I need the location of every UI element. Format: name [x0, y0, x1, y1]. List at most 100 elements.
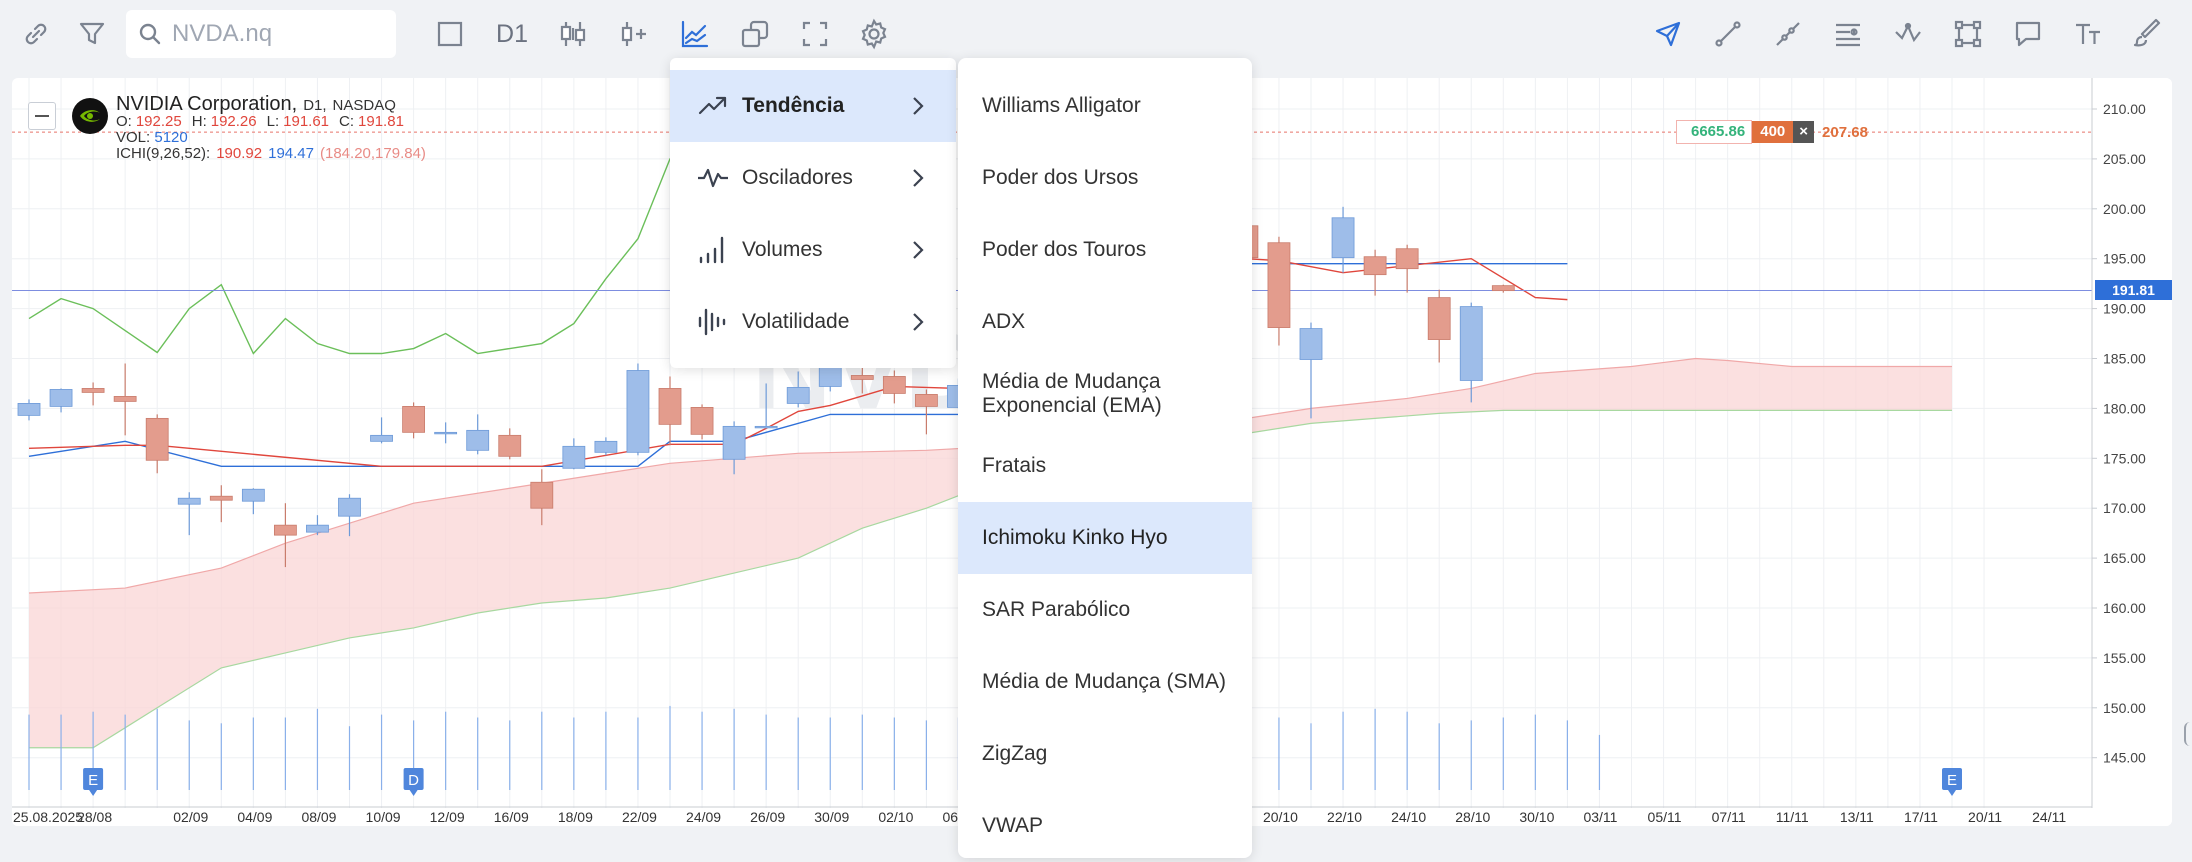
category-volumes[interactable]: Volumes: [670, 214, 956, 286]
collapse-legend-button[interactable]: [28, 102, 56, 130]
indicator-label: Poder dos Touros: [982, 238, 1147, 261]
x-axis-label: 24/11: [2032, 809, 2066, 825]
indicator-label: Média de Mudança Exponencial (EMA): [982, 370, 1162, 417]
compare-icon[interactable]: [735, 14, 775, 54]
indicator-ema[interactable]: Média de Mudança Exponencial (EMA): [958, 358, 1252, 430]
link-icon[interactable]: [16, 14, 56, 54]
candle: [1427, 289, 1451, 363]
category-volatility-label: Volatilidade: [742, 310, 850, 333]
candle: [1395, 244, 1419, 293]
candle-body: [402, 406, 426, 433]
candle-body: [306, 524, 329, 533]
trend-up-icon: [698, 96, 727, 115]
candle: [1331, 206, 1355, 273]
low-label: L:: [266, 113, 280, 130]
indicator-parabolic-sar[interactable]: SAR Parabólico: [958, 574, 1252, 646]
event-marker-label: E: [88, 772, 98, 789]
ohlc-row: O: 192.25 H: 192.26 L: 191.61 C: 191.81: [116, 114, 426, 130]
candle-body: [177, 497, 201, 505]
candle-body: [1459, 306, 1483, 381]
candle-body: [113, 396, 137, 402]
close-trade-button[interactable]: ×: [1793, 121, 1815, 143]
candle-body: [1267, 242, 1291, 328]
candle-body: [338, 497, 361, 517]
indicator-ichimoku[interactable]: Ichimoku Kinko Hyo: [958, 502, 1252, 574]
indicator-label: Média de Mudança (SMA): [982, 670, 1226, 693]
y-axis-label: 190.00: [2103, 301, 2146, 317]
trend-line-icon[interactable]: [1708, 14, 1748, 54]
category-trend[interactable]: Tendência: [670, 70, 956, 142]
y-axis-background: [2092, 78, 2172, 826]
volume-bars-icon: [699, 236, 724, 264]
timeframe-button[interactable]: D1: [490, 14, 534, 54]
candle: [434, 422, 458, 444]
candle-body: [658, 388, 682, 425]
x-axis-label: 16/09: [494, 809, 529, 825]
trade-quantity[interactable]: 400: [1752, 121, 1794, 143]
y-axis-label: 170.00: [2103, 500, 2146, 516]
rectangle-icon[interactable]: [1948, 14, 1988, 54]
symbol-search[interactable]: [126, 10, 396, 58]
y-axis-label: 210.00: [2103, 101, 2146, 117]
y-axis-label: 205.00: [2103, 151, 2146, 167]
x-axis-label: 11/11: [1776, 809, 1809, 825]
candle-body: [49, 389, 73, 407]
scrollbar-handle[interactable]: [2184, 722, 2192, 746]
y-axis-label: 160.00: [2103, 600, 2146, 616]
x-axis-label: 24/10: [1391, 809, 1426, 825]
indicator-bulls-power[interactable]: Poder dos Touros: [958, 214, 1252, 286]
fullscreen-icon[interactable]: [795, 14, 835, 54]
x-axis-label: 18/09: [558, 809, 593, 825]
candle: [690, 404, 714, 440]
candlestick-icon[interactable]: [553, 14, 593, 54]
settings-icon[interactable]: [854, 14, 894, 54]
candle-body: [466, 429, 490, 451]
symbol-search-input[interactable]: [170, 19, 394, 49]
candle-body: [370, 434, 393, 442]
candle: [1459, 302, 1483, 403]
category-oscillators[interactable]: Osciladores: [670, 142, 956, 214]
square-icon[interactable]: [430, 14, 470, 54]
indicator-fractals[interactable]: Fratais: [958, 430, 1252, 502]
candle-body: [81, 388, 105, 393]
cursor-arrow-icon[interactable]: [1648, 14, 1688, 54]
candle-body: [145, 417, 169, 461]
sell-price[interactable]: 207.68: [1822, 123, 1868, 141]
indicator-zigzag[interactable]: ZigZag: [958, 718, 1252, 790]
indicator-bears-power[interactable]: Poder dos Ursos: [958, 142, 1252, 214]
candle: [1363, 249, 1387, 296]
segment-icon[interactable]: [1768, 14, 1808, 54]
category-volatility[interactable]: Volatilidade: [670, 286, 956, 358]
pitchfork-icon[interactable]: [1888, 14, 1928, 54]
candle: [562, 438, 586, 470]
filter-icon[interactable]: [72, 14, 112, 54]
x-axis-label: 17/11: [1904, 809, 1938, 825]
open-label: O:: [116, 113, 132, 130]
indicator-sma[interactable]: Média de Mudança (SMA): [958, 646, 1252, 718]
indicator-vwap[interactable]: VWAP: [958, 790, 1252, 862]
fib-icon[interactable]: [1828, 14, 1868, 54]
open-value: 192.25: [135, 113, 182, 130]
indicator-williams-alligator[interactable]: Williams Alligator: [958, 70, 1252, 142]
candle-body: [1395, 248, 1419, 270]
category-trend-label: Tendência: [742, 94, 845, 117]
candle: [17, 399, 41, 421]
indicator-label: Poder dos Ursos: [982, 166, 1139, 189]
candle: [177, 492, 201, 536]
low-value: 191.61: [283, 113, 330, 130]
brush-icon[interactable]: [2128, 14, 2168, 54]
add-indicator-icon[interactable]: [614, 14, 654, 54]
event-marker-pointer: [1948, 790, 1956, 796]
event-marker-box: [403, 768, 424, 790]
text-icon[interactable]: [2068, 14, 2108, 54]
exchange-tag: NASDAQ: [332, 97, 396, 114]
comment-icon[interactable]: [2008, 14, 2048, 54]
candle: [786, 371, 810, 408]
indicators-icon[interactable]: [675, 14, 715, 54]
indicator-adx[interactable]: ADX: [958, 286, 1252, 358]
buy-price[interactable]: 6665.86: [1676, 120, 1753, 144]
candle-body: [690, 407, 714, 435]
event-marker-label: D: [408, 772, 419, 789]
x-axis-label: 30/10: [1519, 809, 1554, 825]
volume-label: VOL:: [116, 129, 151, 146]
